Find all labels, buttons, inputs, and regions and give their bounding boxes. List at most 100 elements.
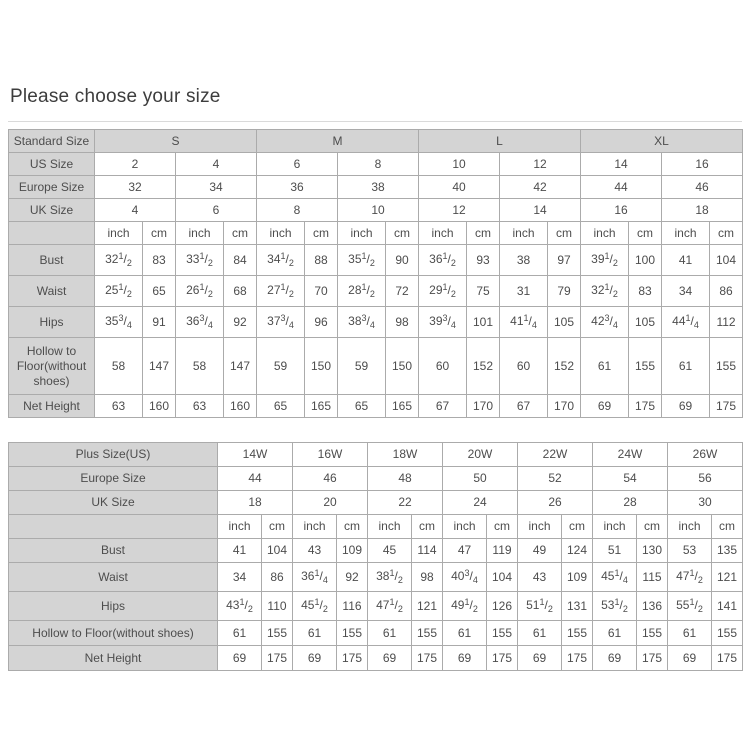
value-cell: 54 [592,466,668,491]
value-cell: 41 [661,244,711,276]
header-cell [8,514,218,539]
table-row: Waist 34 86 361/4 92 381/2 98 403/4 104 43 109 451/… [8,562,743,592]
table-row: Hips 353/4 91 363/4 92 373/4 96 383/4 98 393/4 101… [8,306,744,338]
value-cell: cm [385,221,420,245]
value-cell: 155 [561,620,593,646]
value-cell: 155 [709,337,744,395]
value-cell: 93 [466,244,501,276]
header-cell: Net Height [8,394,95,418]
value-cell: 551/2 [667,591,712,621]
value-cell: 20W [442,442,518,467]
value-cell: 24W [592,442,668,467]
value-cell: inch [292,514,337,539]
value-cell: 175 [628,394,663,418]
value-cell: 26 [517,490,593,515]
value-cell: 18 [661,198,744,222]
header-cell: Hollow to Floor(without shoes) [8,337,95,395]
value-cell: 4 [174,152,258,176]
table-row: UK Size 18 20 22 24 26 28 30 [8,490,743,515]
header-cell: Hips [8,591,218,621]
value-cell: 43 [517,562,562,592]
value-cell: 75 [466,275,501,307]
header-cell: Hollow to Floor(without shoes) [8,620,218,646]
value-cell: 10 [418,152,501,176]
value-cell: inch [580,221,630,245]
value-cell: 34 [217,562,262,592]
value-cell: 411/4 [499,306,549,338]
value-cell: 67 [418,394,468,418]
value-cell: 58 [94,337,143,395]
value-cell: 69 [592,645,637,671]
header-cell: Standard Size [8,129,95,153]
value-cell: 43 [292,538,337,563]
value-cell: 373/4 [256,306,306,338]
value-cell: 341/2 [256,244,306,276]
header-cell: Hips [8,306,95,338]
value-cell: 2 [94,152,176,176]
value-cell: 83 [142,244,176,276]
value-cell: 109 [336,538,368,563]
value-cell: 61 [442,620,487,646]
title-divider [8,121,742,122]
value-cell: 119 [486,538,518,563]
value-cell: 59 [256,337,306,395]
table-row: Hollow to Floor(without shoes) 58 147 58 147… [8,337,744,395]
value-cell: 363/4 [175,306,224,338]
value-cell: 351/2 [337,244,387,276]
value-cell: 321/2 [580,275,630,307]
value-cell: 72 [385,275,420,307]
table-row: Europe Size 44 46 48 50 52 54 56 [8,466,743,491]
value-cell: 261/2 [175,275,224,307]
value-cell: cm [336,514,368,539]
value-cell: 423/4 [580,306,630,338]
table-row: inch cm inch cm inch cm inch cm inch cm inch cm inch… [8,221,744,245]
value-cell: 431/2 [217,591,262,621]
value-cell: 98 [411,562,443,592]
value-cell: cm [628,221,663,245]
value-cell: 471/2 [667,562,712,592]
value-cell: 451/2 [292,591,337,621]
value-cell: 124 [561,538,593,563]
value-cell: 121 [411,591,443,621]
value-cell: 175 [709,394,744,418]
value-cell: 38 [499,244,549,276]
value-cell: 61 [517,620,562,646]
value-cell: 18 [217,490,293,515]
value-cell: cm [709,221,744,245]
table-row: Plus Size(US) 14W 16W 18W 20W 22W 24W 26W [8,442,743,467]
value-cell: 69 [292,645,337,671]
value-cell: 175 [411,645,443,671]
value-cell: inch [418,221,468,245]
value-cell: 79 [547,275,582,307]
header-cell: Europe Size [8,466,218,491]
value-cell: 353/4 [94,306,143,338]
table-row: Bust 321/2 83 331/2 84 341/2 88 351/2 90 361/2 93 3… [8,244,744,276]
value-cell: 155 [261,620,293,646]
value-cell: inch [94,221,143,245]
value-cell: 58 [175,337,224,395]
header-cell: UK Size [8,490,218,515]
value-cell: cm [411,514,443,539]
value-cell: 175 [636,645,668,671]
value-cell: 65 [337,394,387,418]
value-cell: 114 [411,538,443,563]
value-cell: 24 [442,490,518,515]
value-cell: 32 [94,175,176,199]
value-cell: 69 [661,394,711,418]
value-cell: 150 [385,337,420,395]
value-cell: 6 [256,152,339,176]
table-row: Net Height 69 175 69 175 69 175 69 175 69 175 69 175… [8,645,743,671]
value-cell: 88 [304,244,339,276]
value-cell: 96 [304,306,339,338]
value-cell: 67 [499,394,549,418]
value-cell: 281/2 [337,275,387,307]
value-cell: 90 [385,244,420,276]
value-cell: 175 [561,645,593,671]
value-cell: 361/4 [292,562,337,592]
value-cell: inch [661,221,711,245]
standard-size-table-body: Standard Size S M L XL US Size 2 4 6 8 10 12 14 16 Eur… [8,129,744,418]
header-cell: US Size [8,152,95,176]
value-cell: 251/2 [94,275,143,307]
value-cell: 160 [142,394,176,418]
value-cell: 20 [292,490,368,515]
